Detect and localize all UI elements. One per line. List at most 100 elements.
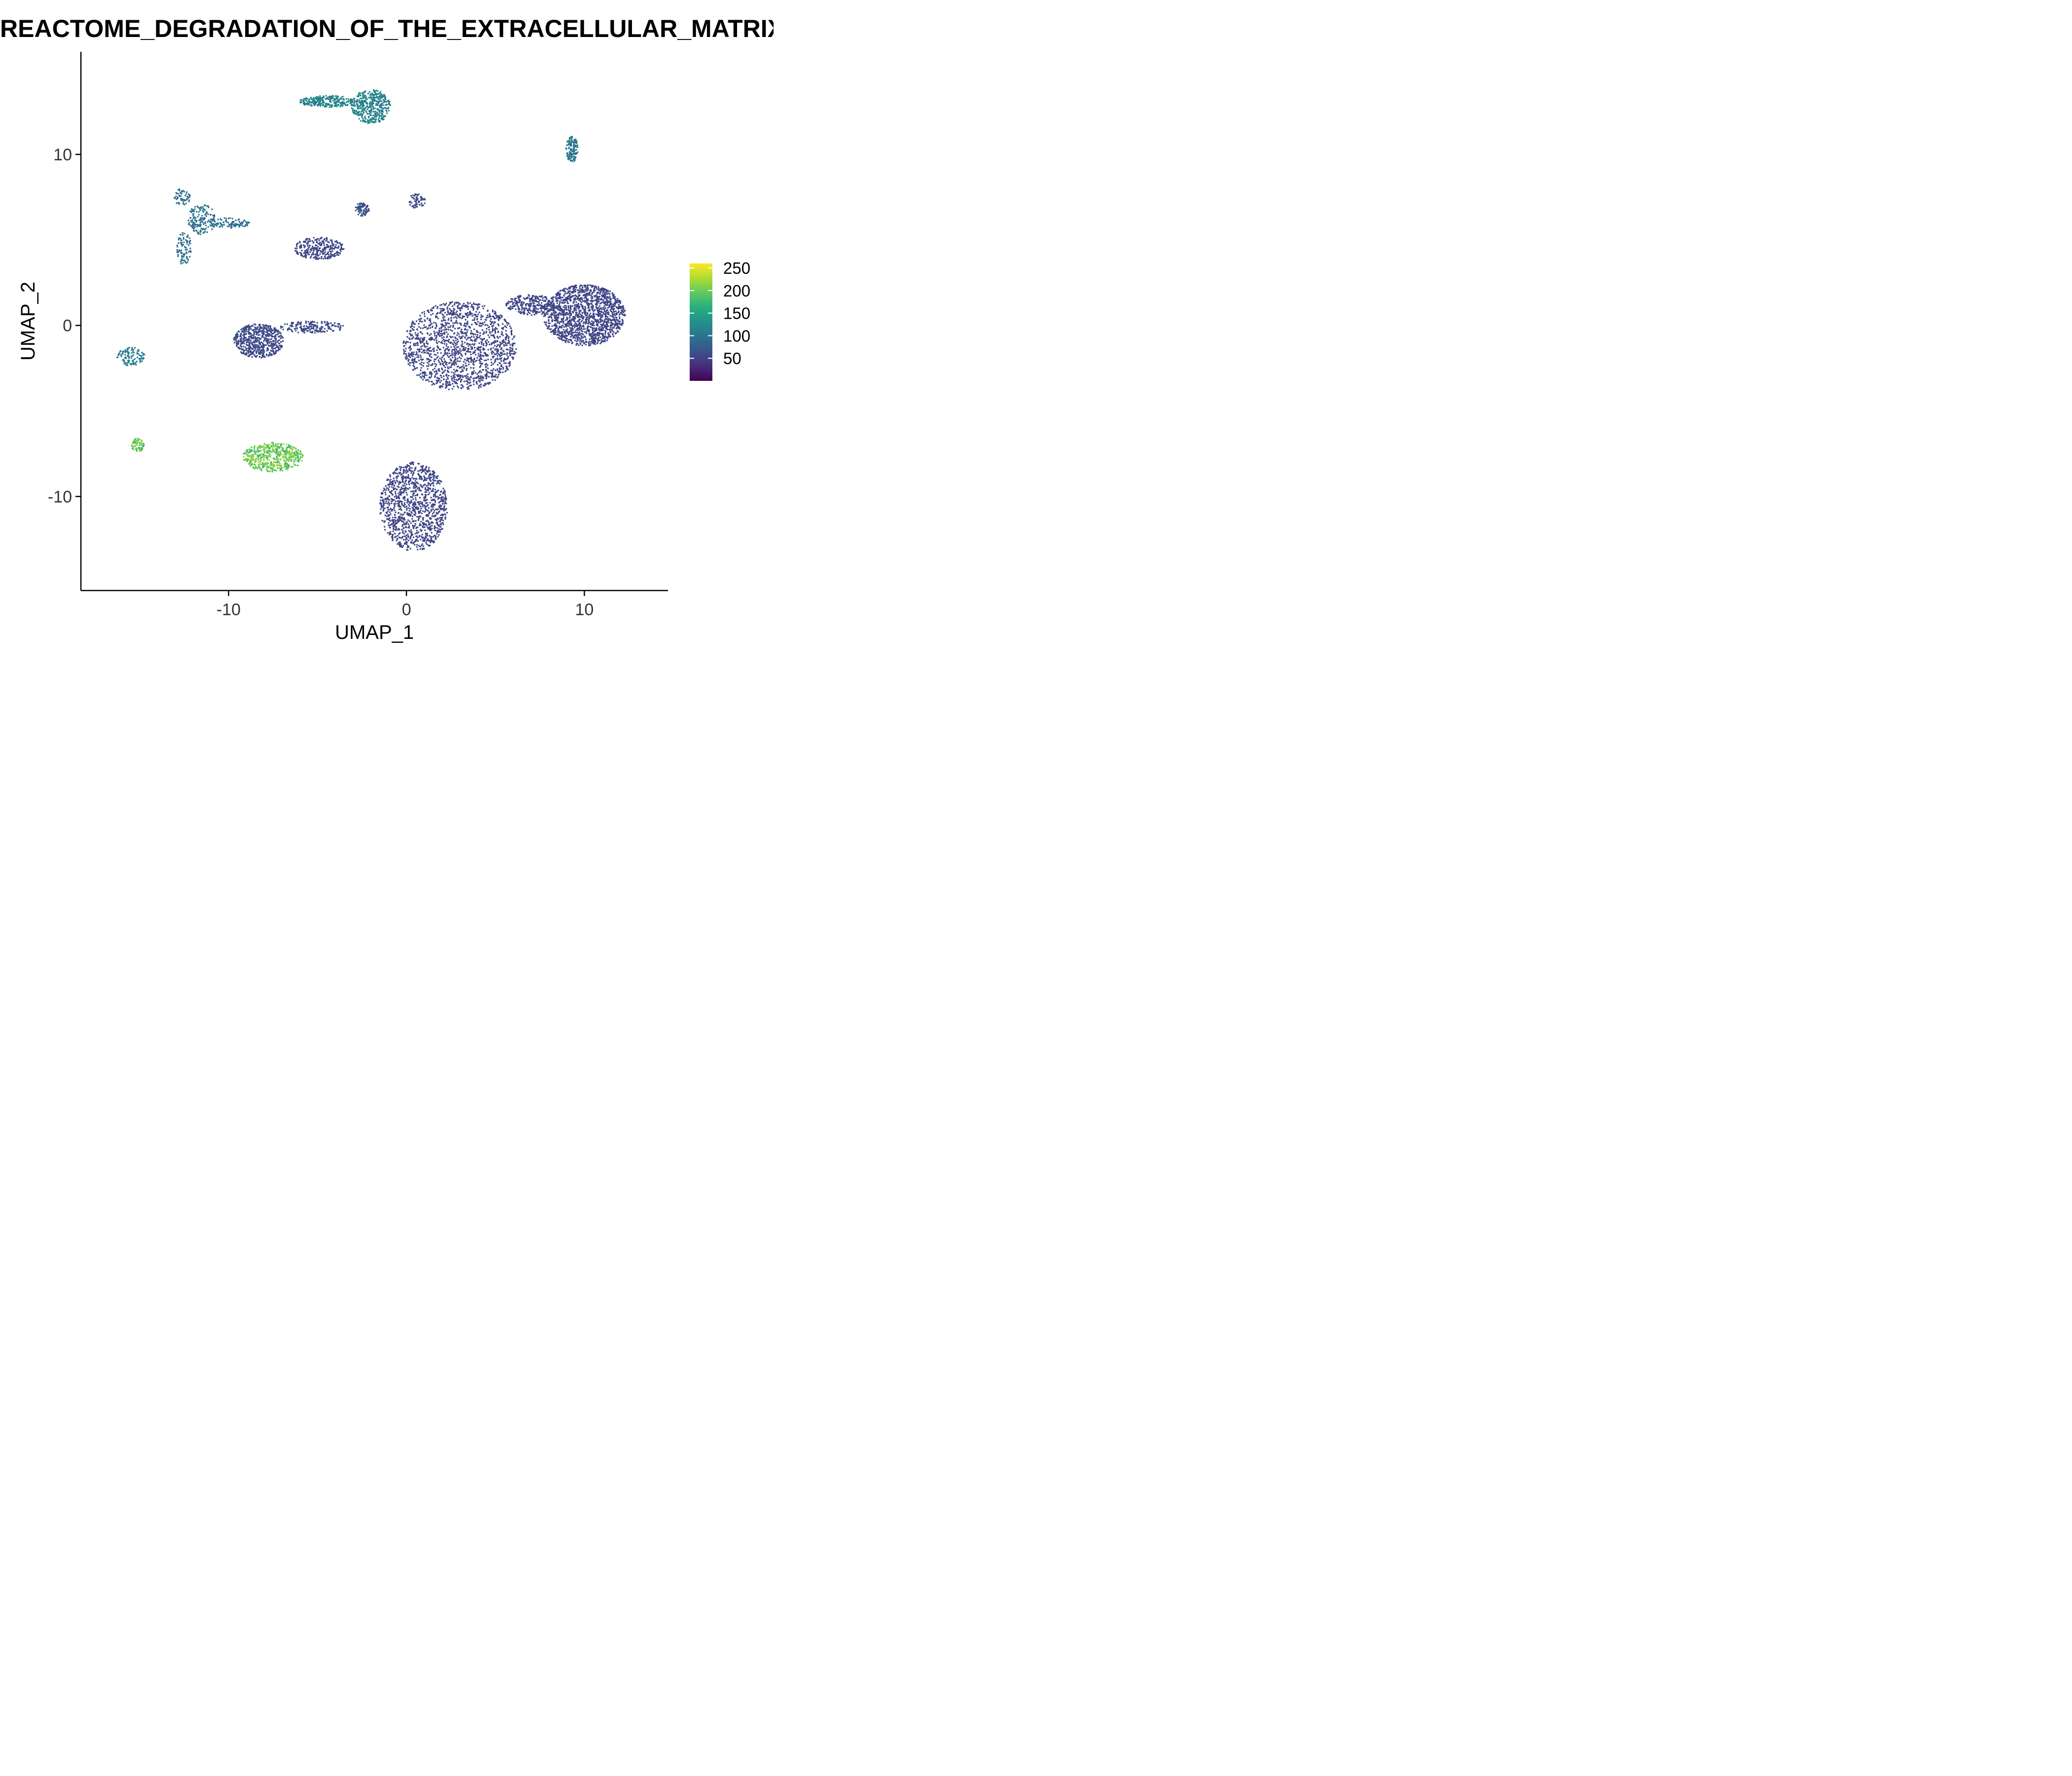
data-point: [474, 322, 476, 324]
data-point: [379, 502, 381, 505]
data-point: [451, 314, 453, 316]
data-point: [557, 320, 559, 322]
data-point: [428, 363, 430, 365]
data-point: [396, 522, 398, 524]
data-point: [575, 331, 577, 333]
data-point: [445, 331, 447, 333]
data-point: [580, 338, 582, 340]
data-point: [391, 535, 394, 537]
data-point: [449, 312, 451, 314]
data-point: [568, 291, 570, 293]
data-point: [286, 323, 288, 325]
data-point: [424, 478, 426, 480]
data-point: [465, 306, 467, 308]
data-point: [428, 540, 430, 542]
data-point: [584, 306, 586, 308]
data-point: [490, 364, 492, 366]
data-point: [559, 302, 561, 304]
data-point: [456, 317, 458, 319]
data-point: [574, 291, 577, 293]
data-point: [417, 333, 419, 334]
data-point: [437, 508, 439, 510]
data-point: [436, 316, 438, 318]
data-point: [451, 305, 453, 307]
data-point: [411, 362, 413, 364]
data-point: [433, 383, 436, 385]
data-point: [416, 334, 418, 336]
data-point: [404, 499, 406, 501]
data-point: [440, 514, 442, 517]
data-point: [411, 320, 414, 323]
data-point: [491, 330, 494, 332]
data-point: [523, 313, 525, 315]
data-point: [557, 327, 559, 330]
data-point: [571, 292, 573, 294]
data-point: [503, 359, 505, 361]
data-point: [398, 506, 400, 508]
data-point: [553, 329, 555, 331]
data-point: [558, 309, 560, 311]
data-point: [470, 367, 472, 369]
data-point: [580, 297, 582, 299]
data-point: [449, 335, 451, 337]
data-point: [474, 371, 477, 374]
data-point: [408, 487, 411, 489]
data-point: [413, 359, 415, 361]
data-point: [478, 385, 480, 387]
data-point: [418, 323, 420, 325]
data-point: [575, 311, 577, 314]
data-point: [396, 476, 398, 478]
data-point: [495, 327, 497, 329]
data-point: [529, 298, 531, 300]
data-point: [494, 379, 496, 381]
data-point: [456, 334, 458, 336]
data-point: [456, 310, 458, 312]
data-point: [559, 321, 561, 323]
data-point: [399, 537, 401, 539]
data-point: [406, 494, 408, 496]
data-point: [569, 296, 572, 298]
data-point: [471, 313, 473, 315]
data-point: [490, 322, 493, 325]
data-point: [394, 520, 397, 522]
data-point: [427, 352, 429, 354]
data-point: [437, 317, 439, 320]
data-point: [408, 483, 410, 485]
data-point: [436, 339, 438, 341]
data-point: [587, 285, 589, 287]
data-point: [501, 316, 503, 318]
data-point: [480, 371, 482, 373]
data-point: [416, 361, 418, 363]
data-point: [589, 334, 591, 336]
data-point: [409, 349, 411, 351]
data-point: [481, 329, 483, 331]
data-point: [410, 333, 412, 335]
data-point: [461, 337, 463, 339]
data-point: [411, 515, 413, 518]
data-point: [411, 322, 413, 324]
data-point: [499, 335, 501, 338]
data-point: [395, 500, 397, 503]
data-point: [414, 323, 416, 325]
data-point: [439, 335, 441, 337]
data-point: [429, 346, 431, 349]
data-point: [437, 345, 439, 347]
data-point: [434, 334, 436, 337]
data-point: [410, 472, 412, 474]
data-point: [604, 296, 606, 298]
data-point: [340, 325, 342, 327]
data-point: [393, 471, 396, 473]
data-point: [420, 502, 422, 505]
data-point: [421, 345, 423, 347]
data-point: [433, 511, 435, 514]
data-point: [610, 323, 612, 326]
data-point: [511, 330, 513, 332]
data-point: [394, 514, 396, 516]
data-point: [443, 338, 445, 340]
data-point: [606, 299, 609, 301]
data-point: [436, 495, 438, 498]
data-point: [618, 303, 620, 306]
data-point: [564, 339, 566, 342]
data-point: [385, 512, 387, 514]
data-point: [588, 292, 591, 294]
